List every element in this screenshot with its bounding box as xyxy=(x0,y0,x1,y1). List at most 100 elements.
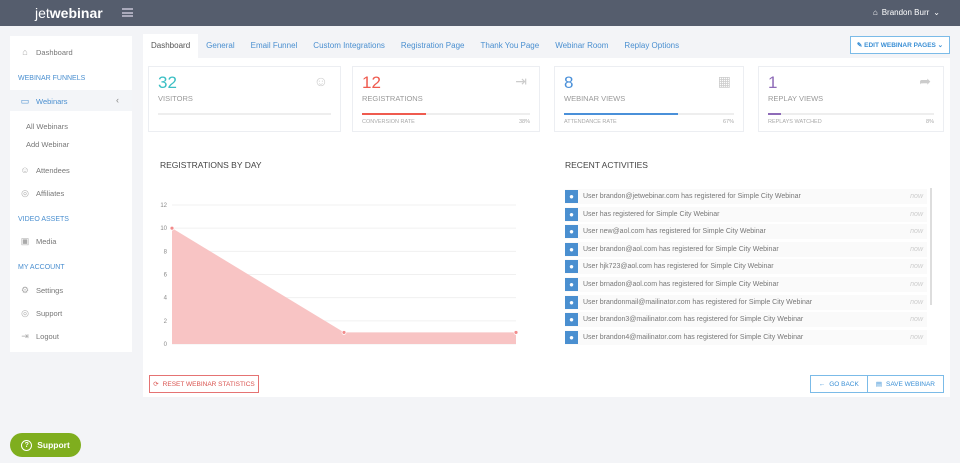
tab-thank-you-page[interactable]: Thank You Page xyxy=(480,41,540,50)
y-tick-label: 4 xyxy=(164,296,168,302)
stat-progress xyxy=(768,113,934,115)
y-tick-label: 0 xyxy=(164,342,168,348)
go-back-button[interactable]: ← GO BACK xyxy=(811,376,867,392)
refresh-icon: ⟳ xyxy=(153,381,159,388)
globe-icon: ◎ xyxy=(21,188,29,198)
user-avatar-icon: ● xyxy=(565,225,578,239)
y-tick-label: 6 xyxy=(164,273,168,279)
sidebar-item-support[interactable]: ◎ Support xyxy=(20,308,62,319)
activity-text: User new@aol.com has registered for Simp… xyxy=(583,228,766,236)
save-icon: ▤ xyxy=(875,381,882,388)
save-label: SAVE WEBINAR xyxy=(885,380,935,388)
main-panel: Dashboard General Email Funnel Custom In… xyxy=(143,34,950,397)
section-heading: WEBINAR FUNNELS xyxy=(18,75,86,82)
top-bar: jetwebinar ⌂ Brandon Burr ⌄ xyxy=(0,0,960,26)
activity-item: ● User brandon3@mailinator.com has regist… xyxy=(565,312,927,328)
activity-item: ● User hjk723@aol.com has registered for … xyxy=(565,259,927,275)
activity-text: User has registered for Simple City Webi… xyxy=(583,210,720,218)
activity-time: now xyxy=(910,193,923,200)
sidebar-label: Logout xyxy=(36,332,59,341)
chevron-left-icon[interactable]: ‹ xyxy=(116,95,119,105)
reset-statistics-button[interactable]: ⟳ RESET WEBINAR STATISTICS xyxy=(149,375,259,393)
stat-progress xyxy=(564,113,734,115)
stat-value: 8 xyxy=(564,73,574,92)
tab-custom-integrations[interactable]: Custom Integrations xyxy=(313,41,385,50)
sidebar-item-dashboard[interactable]: ⌂ Dashboard xyxy=(20,47,72,57)
share-icon: ➦ xyxy=(919,73,931,89)
sidebar-item-settings[interactable]: ⚙ Settings xyxy=(20,285,63,296)
arrow-left-icon: ← xyxy=(818,380,826,388)
activity-time: now xyxy=(910,281,923,288)
activity-time: now xyxy=(910,263,923,271)
stat-value: 1 xyxy=(768,73,778,92)
sidebar-item-all-webinars[interactable]: All Webinars xyxy=(26,122,68,131)
activity-time: now xyxy=(910,316,923,324)
sidebar-item-media[interactable]: ▣ Media xyxy=(20,236,57,247)
sidebar-item-logout[interactable]: ⇥ Logout xyxy=(20,331,59,342)
activity-text: User brandon@aol.com has registered for … xyxy=(583,245,779,253)
sidebar-item-webinars-bg xyxy=(10,90,132,111)
logo-light: jet xyxy=(35,5,50,21)
activity-item: ● User brandon@aol.com has registered for… xyxy=(565,241,927,257)
section-heading: MY ACCOUNT xyxy=(18,264,65,271)
sidebar-item-affiliates[interactable]: ◎ Affiliates xyxy=(20,188,64,199)
activity-item: ● User brnadon@aol.com has registered for… xyxy=(565,277,927,292)
tab-bar: Dashboard General Email Funnel Custom In… xyxy=(143,34,950,58)
stat-progress xyxy=(158,113,331,115)
logout-icon: ⇥ xyxy=(21,331,29,341)
tab-webinar-room[interactable]: Webinar Room xyxy=(555,41,609,50)
user-menu[interactable]: ⌂ Brandon Burr ⌄ xyxy=(873,8,940,17)
activity-text: User brandon4@mailinator.com has registe… xyxy=(583,333,804,341)
activity-item: ● User brandon@jetwebinar.com has registe… xyxy=(565,189,927,204)
activity-time: now xyxy=(910,228,923,236)
question-icon: ? xyxy=(21,439,33,451)
stat-card: 8 WEBINAR VIEWS ▦ ATTENDANCE RATE 67% xyxy=(554,66,744,132)
edit-webinar-pages-button[interactable]: ✎ EDIT WEBINAR PAGES ⌄ xyxy=(850,36,950,54)
stat-percent: 38% xyxy=(518,119,530,125)
sidebar-item-attendees[interactable]: ☺ Attendees xyxy=(20,165,69,175)
sidebar-item-add-webinar[interactable]: Add Webinar xyxy=(26,140,70,149)
registrations-chart: 02468101201/05/1701/06/1701/08/17 xyxy=(160,203,519,348)
sidebar-label: Webinars xyxy=(36,97,68,106)
stat-card: 12 REGISTRATIONS ⇥ CONVERSION RATE 38% xyxy=(352,66,540,132)
tab-email-funnel[interactable]: Email Funnel xyxy=(250,41,298,50)
go-back-label: GO BACK xyxy=(829,380,859,388)
stat-label: WEBINAR VIEWS xyxy=(564,94,626,103)
tab-replay-options[interactable]: Replay Options xyxy=(624,41,680,50)
user-avatar-icon: ● xyxy=(565,278,578,291)
sidebar-item-webinars[interactable]: ▭ Webinars xyxy=(20,96,68,107)
activity-item: ● User new@aol.com has registered for Sim… xyxy=(565,224,927,240)
save-webinar-button[interactable]: ▤ SAVE WEBINAR xyxy=(866,376,943,392)
activity-text: User brandon@jetwebinar.com has register… xyxy=(583,193,801,200)
stat-label: VISITORS xyxy=(158,94,193,103)
stat-value: 32 xyxy=(158,73,177,92)
activity-time: now xyxy=(910,245,923,253)
menu-toggle-icon[interactable] xyxy=(122,8,133,17)
logo-bold: webinar xyxy=(49,5,103,21)
activity-item: ● User brandon4@mailinator.com has regist… xyxy=(565,329,927,345)
stat-sub-label: ATTENDANCE RATE xyxy=(564,119,617,125)
stat-percent: 8% xyxy=(926,119,934,125)
user-avatar-icon: ● xyxy=(565,260,578,274)
lifebuoy-icon: ◎ xyxy=(21,308,29,318)
support-button[interactable]: ? Support xyxy=(10,433,81,457)
sign-in-icon: ⇥ xyxy=(515,73,527,89)
user-avatar-icon: ● xyxy=(565,330,578,344)
chart-title: REGISTRATIONS BY DAY xyxy=(160,160,262,170)
tab-general[interactable]: General xyxy=(206,41,235,50)
activity-item: ● User has registered for Simple City Web… xyxy=(565,206,927,222)
video-icon: ▭ xyxy=(20,96,30,106)
logo[interactable]: jetwebinar xyxy=(35,5,103,21)
tab-dashboard[interactable]: Dashboard xyxy=(143,34,199,58)
activity-time: now xyxy=(910,210,923,218)
stat-label: REGISTRATIONS xyxy=(362,94,423,103)
activities-scrollbar[interactable] xyxy=(930,188,932,305)
y-tick-label: 12 xyxy=(160,203,167,209)
stat-percent: 67% xyxy=(722,119,734,125)
edit-icon: ✎ xyxy=(856,42,865,49)
tab-registration-page[interactable]: Registration Page xyxy=(400,41,465,50)
user-icon: ☺ xyxy=(313,73,328,89)
data-point xyxy=(341,330,347,335)
activity-time: now xyxy=(910,298,923,306)
sidebar: ⌂ Dashboard WEBINAR FUNNELS ▭ Webinars ‹ A… xyxy=(10,36,132,352)
